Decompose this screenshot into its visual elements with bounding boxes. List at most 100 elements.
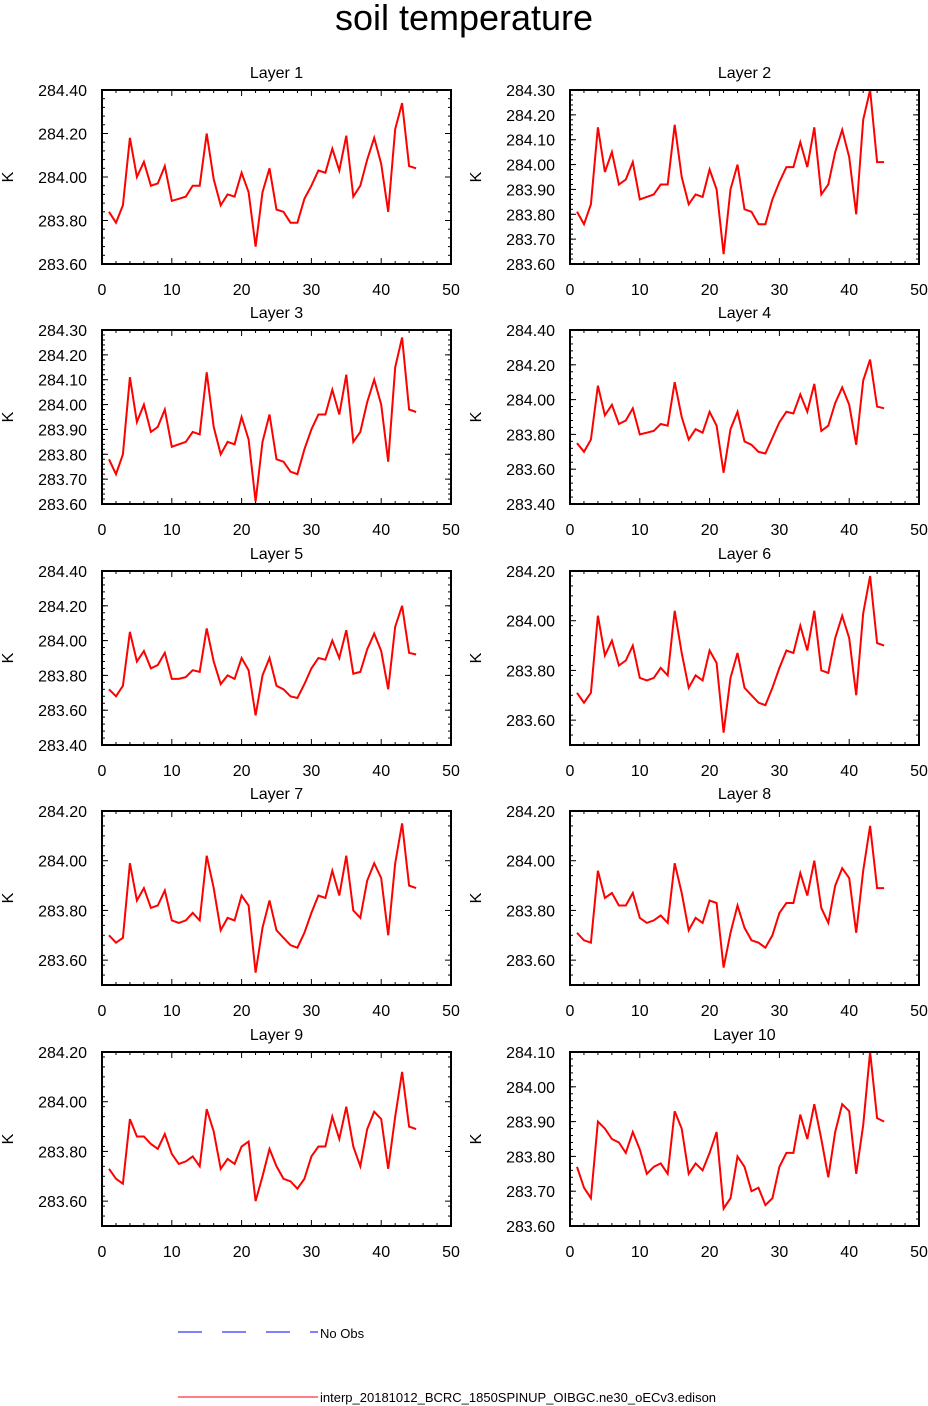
x-tick-label: 30 [771,1003,789,1020]
x-tick-label: 20 [701,522,719,539]
y-tick-label: 284.00 [506,393,555,410]
y-tick-label: 283.80 [506,427,555,444]
y-tick-label: 283.60 [38,1194,87,1211]
model-series-line [108,337,417,502]
x-tick-label: 50 [442,282,460,299]
x-tick-label: 20 [701,1003,719,1020]
y-axis-label: K [0,892,17,903]
y-tick-label: 284.20 [38,348,87,365]
x-tick-label: 20 [233,522,251,539]
plot-frame [101,570,452,746]
y-tick-label: 284.20 [506,564,555,581]
x-tick-label: 10 [631,282,649,299]
y-tick-label: 284.00 [506,158,555,175]
x-tick-label: 40 [840,1003,858,1020]
chart-panel-4: Layer 4 K 0 10 20 30 40 50 283.40 283.60 283.80 284… [468,305,928,539]
y-tick-label: 283.70 [38,472,87,489]
x-tick-label: 20 [233,763,251,780]
x-tick-label: 20 [701,282,719,299]
y-tick-label: 283.90 [38,422,87,439]
plot-frame [101,89,452,265]
x-tick-label: 20 [233,282,251,299]
y-tick-label: 284.00 [506,1080,555,1097]
panel-title: Layer 8 [718,786,771,803]
x-tick-label: 0 [98,763,107,780]
y-axis-label: K [0,652,17,663]
y-axis-label: K [0,411,17,422]
y-axis-label: K [468,171,485,182]
y-tick-label: 283.60 [38,497,87,514]
x-tick-label: 0 [566,522,575,539]
panel-title: Layer 10 [713,1027,775,1044]
figure-title: soil temperature [334,0,594,38]
y-tick-label: 283.40 [38,738,87,755]
x-tick-label: 40 [372,522,390,539]
x-tick-label: 10 [163,282,181,299]
y-tick-label: 283.60 [506,257,555,274]
panel-title: Layer 2 [718,65,771,82]
x-tick-label: 20 [701,1244,719,1261]
legend-model-label: interp_20181012_BCRC_1850SPINUP_OIBGC.ne… [320,1390,716,1405]
y-tick-label: 284.10 [38,373,87,390]
plot-frame [569,89,920,265]
plot-frame [101,1051,452,1227]
y-tick-label: 284.20 [38,804,87,821]
x-tick-label: 0 [98,282,107,299]
y-tick-label: 283.60 [506,953,555,970]
plot-frame [101,329,452,505]
model-series-line [108,1071,417,1202]
x-tick-label: 40 [840,1244,858,1261]
y-tick-label: 284.40 [38,564,87,581]
model-series-line [576,1051,885,1212]
chart-panel-9: Layer 9 K 0 10 20 30 40 50 283.60 283.80 284.00 284… [0,1027,460,1261]
chart-panel-2: Layer 2 K 0 10 20 30 40 50 283.60 283.70 283.80 283… [468,65,928,299]
y-axis-label: K [0,171,17,182]
x-tick-label: 0 [98,1003,107,1020]
y-tick-label: 284.40 [38,83,87,100]
x-tick-label: 50 [442,763,460,780]
x-tick-label: 40 [840,763,858,780]
x-tick-label: 40 [372,1244,390,1261]
y-tick-label: 283.80 [38,903,87,920]
chart-panel-3: Layer 3 K 0 10 20 30 40 50 283.60 283.70 283.80 283… [0,305,460,539]
x-tick-label: 10 [631,1003,649,1020]
x-tick-label: 10 [631,763,649,780]
x-tick-label: 50 [442,1244,460,1261]
x-tick-label: 40 [372,282,390,299]
x-tick-label: 50 [442,1003,460,1020]
x-tick-label: 50 [442,522,460,539]
model-series-line [108,605,417,716]
y-tick-label: 284.20 [38,1045,87,1062]
panel-title: Layer 5 [250,546,303,563]
chart-panel-1: Layer 1 K 0 10 20 30 40 50 283.60 283.80 284.00 284… [0,65,460,299]
plot-frame [101,810,452,986]
x-tick-label: 30 [771,763,789,780]
x-tick-label: 10 [163,1244,181,1261]
plot-frame [569,570,920,746]
y-tick-label: 283.60 [38,703,87,720]
x-tick-label: 10 [163,763,181,780]
x-tick-label: 50 [910,763,928,780]
y-axis-label: K [0,1133,17,1144]
y-tick-label: 284.20 [506,804,555,821]
y-tick-label: 284.20 [506,108,555,125]
x-tick-label: 0 [566,763,575,780]
y-tick-label: 284.00 [38,634,87,651]
y-tick-label: 283.80 [506,1149,555,1166]
y-tick-label: 284.30 [38,323,87,340]
y-tick-label: 283.60 [506,1219,555,1236]
x-tick-label: 30 [771,522,789,539]
chart-panel-5: Layer 5 K 0 10 20 30 40 50 283.40 283.60 283.80 284… [0,546,460,780]
x-tick-label: 0 [566,1244,575,1261]
x-tick-label: 10 [631,522,649,539]
x-tick-label: 40 [840,522,858,539]
x-tick-label: 0 [98,1244,107,1261]
y-tick-label: 284.10 [506,133,555,150]
panel-title: Layer 9 [250,1027,303,1044]
y-tick-label: 283.90 [506,182,555,199]
x-tick-label: 30 [771,1244,789,1261]
x-tick-label: 50 [910,522,928,539]
x-tick-label: 30 [303,282,321,299]
plot-frame [569,810,920,986]
